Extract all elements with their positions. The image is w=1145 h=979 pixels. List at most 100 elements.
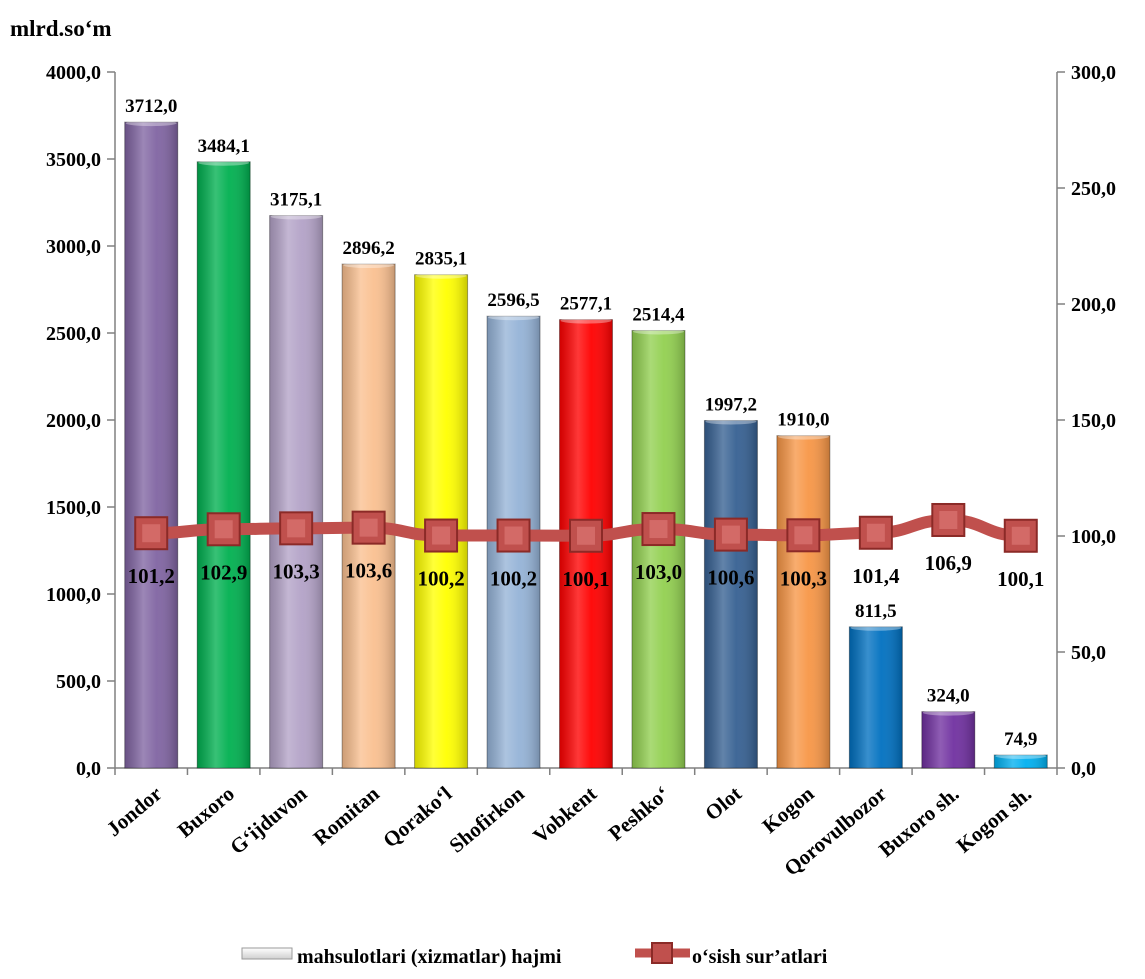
- bar-top-highlight: [705, 418, 757, 425]
- bar-value-label: 2896,2: [342, 238, 394, 259]
- y-left-tick-label: 0,0: [76, 758, 101, 780]
- x-category-label: Peshko‘: [604, 781, 674, 845]
- growth-value-label: 102,9: [200, 560, 247, 584]
- growth-value-label: 103,6: [345, 559, 392, 583]
- y-right-tick-label: 250,0: [1071, 178, 1116, 200]
- y-right-tick-label: 50,0: [1071, 642, 1106, 664]
- unit-label: mlrd.so‘m: [10, 16, 112, 41]
- bar-value-label: 3712,0: [125, 96, 177, 117]
- growth-marker-inner: [794, 526, 813, 545]
- growth-line: [134, 502, 1038, 553]
- growth-value-label: 100,2: [417, 567, 464, 591]
- bar-top-highlight: [125, 120, 177, 127]
- y-right-tick-label: 200,0: [1071, 294, 1116, 316]
- growth-value-label: 101,4: [852, 564, 900, 588]
- bar-top-highlight: [777, 433, 829, 440]
- bar-value-label: 2596,5: [487, 290, 539, 311]
- bar-value-label: 1910,0: [777, 410, 829, 431]
- x-category-label: Buxoro sh.: [874, 781, 963, 861]
- bar-value-label: 3175,1: [270, 190, 322, 211]
- bar-top-highlight: [270, 213, 322, 220]
- y-right-tick-label: 300,0: [1071, 62, 1116, 84]
- growth-marker-inner: [432, 526, 451, 545]
- growth-marker-inner: [287, 519, 306, 538]
- x-category-label: G‘ijduvon: [225, 781, 311, 859]
- growth-marker-inner: [359, 518, 378, 537]
- bar-top-highlight: [198, 159, 250, 166]
- y-left-tick-label: 2000,0: [46, 410, 101, 432]
- x-category-label: Olot: [700, 781, 746, 825]
- x-category-label: Vobkent: [528, 781, 601, 848]
- bar-shading: [776, 435, 830, 768]
- x-category-label: Kogon sh.: [952, 781, 1036, 857]
- growth-value-label: 100,6: [707, 566, 754, 590]
- growth-value-label: 103,0: [635, 560, 682, 584]
- bar-top-highlight: [560, 317, 612, 324]
- growth-value-label: 101,2: [128, 564, 175, 588]
- legend: mahsulotlari (xizmatlar) hajmi o‘sish su…: [241, 942, 828, 968]
- x-category-label: Buxoro: [173, 781, 239, 842]
- bar-value-label: 2577,1: [560, 294, 612, 315]
- x-category-label: Jondor: [102, 781, 167, 841]
- legend-line-label: o‘sish sur’atlari: [692, 946, 828, 968]
- bar-top-highlight: [922, 709, 974, 716]
- bar-shading: [269, 215, 323, 768]
- bar-value-label: 3484,1: [198, 136, 250, 157]
- bar-value-label: 2514,4: [632, 304, 685, 325]
- growth-marker: [786, 518, 821, 553]
- bar-top-highlight: [415, 272, 467, 279]
- x-category-label: Romitan: [309, 781, 385, 850]
- growth-marker-inner: [939, 510, 958, 529]
- growth-marker-inner: [504, 526, 523, 545]
- y-right-tick-label: 150,0: [1071, 410, 1116, 432]
- bar-top-highlight: [850, 624, 902, 631]
- y-left-tick-label: 3000,0: [46, 236, 101, 258]
- y-left-tick-label: 1500,0: [46, 497, 101, 519]
- growth-marker-inner: [142, 524, 161, 543]
- growth-value-label: 100,3: [780, 566, 827, 590]
- growth-marker-inner: [1011, 526, 1030, 545]
- growth-value-label: 100,2: [490, 567, 537, 591]
- growth-value-label: 100,1: [562, 567, 609, 591]
- growth-marker-inner: [866, 523, 885, 542]
- growth-marker-inner: [577, 526, 595, 545]
- legend-line-marker: [651, 942, 673, 964]
- y-left-tick-label: 3500,0: [46, 149, 101, 171]
- bar-shading: [631, 330, 685, 768]
- growth-marker-inner: [214, 520, 233, 539]
- growth-value-label: 106,9: [925, 551, 972, 575]
- legend-bar-label: mahsulotlari (xizmatlar) hajmi: [297, 946, 562, 968]
- growth-marker: [279, 511, 314, 546]
- y-right-tick-label: 0,0: [1071, 758, 1096, 780]
- growth-value-label: 100,1: [997, 567, 1044, 591]
- y-left-tick-label: 4000,0: [46, 62, 101, 84]
- x-category-label: Qorako‘l: [378, 781, 456, 852]
- bar-top-highlight: [632, 328, 684, 335]
- y-left-tick-label: 500,0: [56, 671, 101, 693]
- bar-top-highlight: [995, 752, 1047, 759]
- legend-bar-swatch: [241, 947, 293, 960]
- bar-value-label: 74,9: [1004, 729, 1037, 750]
- bar-value-label: 811,5: [855, 601, 897, 622]
- x-category-label: Kogon: [758, 781, 819, 838]
- bar-top-highlight: [343, 262, 395, 269]
- growth-marker: [1003, 518, 1038, 553]
- bar-value-label: 324,0: [927, 686, 970, 707]
- bar-value-label: 2835,1: [415, 249, 467, 270]
- bar-shading: [124, 122, 178, 768]
- bar-shading: [921, 711, 975, 768]
- bar-top-highlight: [488, 314, 540, 321]
- bar-value-label: 1997,2: [705, 394, 757, 415]
- growth-marker-inner: [721, 525, 740, 544]
- bar-shading: [197, 161, 251, 768]
- y-right-tick-label: 100,0: [1071, 526, 1116, 548]
- growth-marker: [424, 518, 459, 553]
- growth-marker-inner: [649, 520, 668, 539]
- y-left-tick-label: 2500,0: [46, 323, 101, 345]
- y-left-tick-label: 1000,0: [46, 584, 101, 606]
- growth-value-label: 103,3: [273, 559, 320, 583]
- bars: [124, 120, 1048, 769]
- axes: 0,0 500,0 1000,0 1500,0 2000,0 2500,0 3000,0 35…: [46, 62, 1116, 780]
